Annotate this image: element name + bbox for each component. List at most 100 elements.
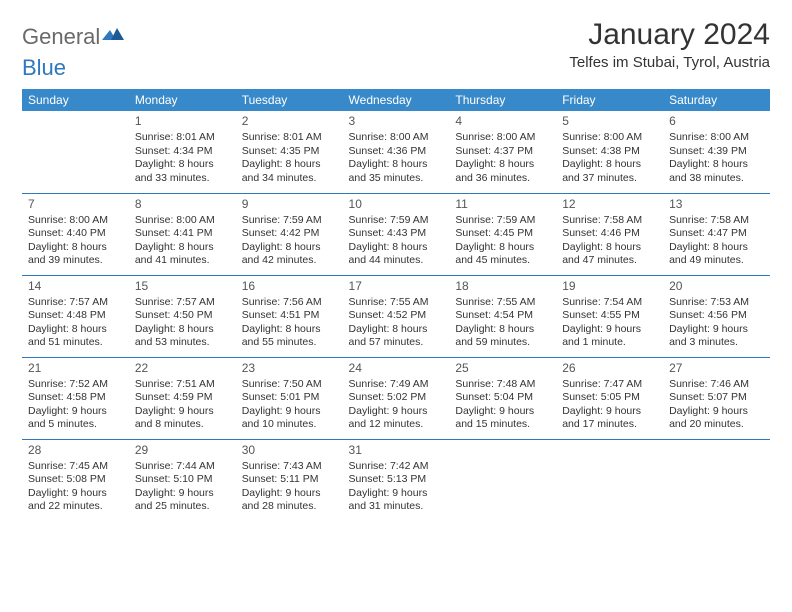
sunrise-text: Sunrise: 7:55 AM [349,296,444,309]
daylight-text: Daylight: 8 hours [455,241,550,254]
sunset-text: Sunset: 4:45 PM [455,227,550,240]
sunrise-text: Sunrise: 7:55 AM [455,296,550,309]
daylight-text: Daylight: 9 hours [669,323,764,336]
sunset-text: Sunset: 5:10 PM [135,473,230,486]
day-number: 26 [562,361,657,376]
daylight-text: and 25 minutes. [135,500,230,513]
sunrise-text: Sunrise: 7:49 AM [349,378,444,391]
sunrise-text: Sunrise: 8:00 AM [28,214,123,227]
sunset-text: Sunset: 5:11 PM [242,473,337,486]
calendar-day-cell: 6Sunrise: 8:00 AMSunset: 4:39 PMDaylight… [663,111,770,193]
brand-logo: General [22,24,126,50]
calendar-day-cell: 11Sunrise: 7:59 AMSunset: 4:45 PMDayligh… [449,193,556,275]
calendar-day-cell: 3Sunrise: 8:00 AMSunset: 4:36 PMDaylight… [343,111,450,193]
daylight-text: and 12 minutes. [349,418,444,431]
daylight-text: Daylight: 9 hours [562,323,657,336]
daylight-text: Daylight: 9 hours [669,405,764,418]
day-number: 15 [135,279,230,294]
sunset-text: Sunset: 4:34 PM [135,145,230,158]
daylight-text: and 8 minutes. [135,418,230,431]
daylight-text: Daylight: 9 hours [135,405,230,418]
sunset-text: Sunset: 4:40 PM [28,227,123,240]
day-number: 11 [455,197,550,212]
sunset-text: Sunset: 4:42 PM [242,227,337,240]
sunset-text: Sunset: 4:55 PM [562,309,657,322]
daylight-text: and 44 minutes. [349,254,444,267]
day-number: 21 [28,361,123,376]
sunset-text: Sunset: 4:36 PM [349,145,444,158]
daylight-text: and 15 minutes. [455,418,550,431]
sunset-text: Sunset: 5:07 PM [669,391,764,404]
sunset-text: Sunset: 5:02 PM [349,391,444,404]
sunrise-text: Sunrise: 7:51 AM [135,378,230,391]
daylight-text: Daylight: 9 hours [455,405,550,418]
sunset-text: Sunset: 4:41 PM [135,227,230,240]
day-number: 9 [242,197,337,212]
daylight-text: and 3 minutes. [669,336,764,349]
daylight-text: and 35 minutes. [349,172,444,185]
calendar-day-cell: 8Sunrise: 8:00 AMSunset: 4:41 PMDaylight… [129,193,236,275]
day-number: 24 [349,361,444,376]
sunrise-text: Sunrise: 7:53 AM [669,296,764,309]
daylight-text: Daylight: 8 hours [669,158,764,171]
day-number: 8 [135,197,230,212]
calendar-day-cell: 24Sunrise: 7:49 AMSunset: 5:02 PMDayligh… [343,357,450,439]
daylight-text: Daylight: 8 hours [455,158,550,171]
sunrise-text: Sunrise: 7:46 AM [669,378,764,391]
calendar-day-cell: 27Sunrise: 7:46 AMSunset: 5:07 PMDayligh… [663,357,770,439]
daylight-text: Daylight: 9 hours [28,405,123,418]
calendar-day-cell: 23Sunrise: 7:50 AMSunset: 5:01 PMDayligh… [236,357,343,439]
sunrise-text: Sunrise: 7:59 AM [242,214,337,227]
flag-icon [102,24,124,50]
weekday-header: Monday [129,89,236,111]
calendar-day-cell: 2Sunrise: 8:01 AMSunset: 4:35 PMDaylight… [236,111,343,193]
day-number: 14 [28,279,123,294]
calendar-week-row: 21Sunrise: 7:52 AMSunset: 4:58 PMDayligh… [22,357,770,439]
daylight-text: and 39 minutes. [28,254,123,267]
daylight-text: Daylight: 8 hours [242,158,337,171]
daylight-text: and 38 minutes. [669,172,764,185]
calendar-day-cell [449,439,556,521]
daylight-text: and 53 minutes. [135,336,230,349]
calendar-body: 1Sunrise: 8:01 AMSunset: 4:34 PMDaylight… [22,111,770,521]
sunrise-text: Sunrise: 7:48 AM [455,378,550,391]
daylight-text: and 41 minutes. [135,254,230,267]
calendar-day-cell: 14Sunrise: 7:57 AMSunset: 4:48 PMDayligh… [22,275,129,357]
sunset-text: Sunset: 4:54 PM [455,309,550,322]
daylight-text: Daylight: 8 hours [562,158,657,171]
daylight-text: and 20 minutes. [669,418,764,431]
sunrise-text: Sunrise: 7:47 AM [562,378,657,391]
calendar-week-row: 28Sunrise: 7:45 AMSunset: 5:08 PMDayligh… [22,439,770,521]
daylight-text: Daylight: 9 hours [562,405,657,418]
day-number: 31 [349,443,444,458]
sunrise-text: Sunrise: 7:42 AM [349,460,444,473]
sunrise-text: Sunrise: 8:00 AM [669,131,764,144]
sunset-text: Sunset: 5:13 PM [349,473,444,486]
page-title: January 2024 [569,18,770,52]
day-number: 22 [135,361,230,376]
daylight-text: and 33 minutes. [135,172,230,185]
daylight-text: and 36 minutes. [455,172,550,185]
day-number: 1 [135,114,230,129]
day-number: 7 [28,197,123,212]
day-number: 18 [455,279,550,294]
daylight-text: and 37 minutes. [562,172,657,185]
sunrise-text: Sunrise: 7:56 AM [242,296,337,309]
day-number: 16 [242,279,337,294]
daylight-text: Daylight: 8 hours [349,241,444,254]
calendar-week-row: 14Sunrise: 7:57 AMSunset: 4:48 PMDayligh… [22,275,770,357]
daylight-text: Daylight: 9 hours [135,487,230,500]
sunrise-text: Sunrise: 7:52 AM [28,378,123,391]
daylight-text: Daylight: 8 hours [562,241,657,254]
calendar-day-cell: 30Sunrise: 7:43 AMSunset: 5:11 PMDayligh… [236,439,343,521]
daylight-text: and 17 minutes. [562,418,657,431]
daylight-text: Daylight: 8 hours [669,241,764,254]
calendar-day-cell: 26Sunrise: 7:47 AMSunset: 5:05 PMDayligh… [556,357,663,439]
weekday-header: Saturday [663,89,770,111]
sunrise-text: Sunrise: 7:50 AM [242,378,337,391]
daylight-text: and 10 minutes. [242,418,337,431]
weekday-header: Sunday [22,89,129,111]
daylight-text: Daylight: 8 hours [135,158,230,171]
daylight-text: and 59 minutes. [455,336,550,349]
brand-part2: Blue [22,55,66,81]
